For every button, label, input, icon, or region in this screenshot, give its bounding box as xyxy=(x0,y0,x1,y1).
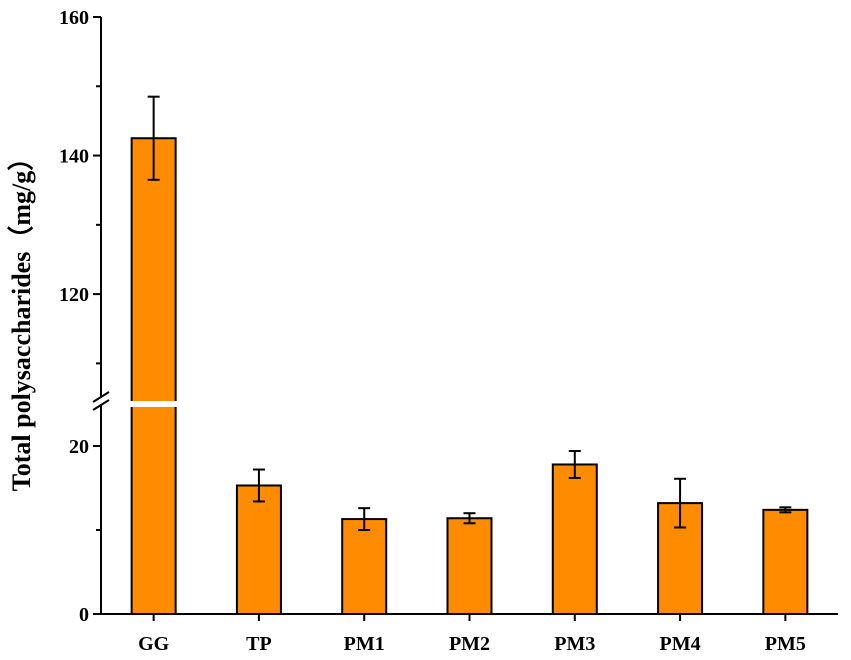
x-tick-label-pm4: PM4 xyxy=(660,633,701,655)
y-tick-label: 0 xyxy=(79,604,89,626)
bar-tp xyxy=(235,484,282,616)
axis-break-gap xyxy=(103,401,219,407)
error-bar-pm5 xyxy=(779,506,792,514)
y-axis-title: Total polysaccharides（mg/g） xyxy=(7,145,36,491)
y-tick-label: 140 xyxy=(59,146,89,168)
error-bar-tp xyxy=(252,468,265,503)
y-tick-label: 120 xyxy=(59,284,89,306)
bar-pm3 xyxy=(551,463,598,616)
x-tick-label-pm1: PM1 xyxy=(344,633,385,655)
error-bar-gg xyxy=(147,95,160,181)
x-axis: GG TP PM1 PM2 PM3 PM4 PM5 xyxy=(101,613,838,655)
bar-pm5 xyxy=(762,508,809,615)
axis-break-mark xyxy=(92,391,110,411)
y-axis: 0 20 120 140 160 xyxy=(59,7,110,626)
x-tick-label-pm5: PM5 xyxy=(765,633,806,655)
x-tick-label-pm3: PM3 xyxy=(554,633,595,655)
plot-area xyxy=(103,95,809,616)
bar-pm1 xyxy=(341,518,388,616)
bar-pm2 xyxy=(446,517,493,615)
error-bar-pm3 xyxy=(568,450,581,479)
y-tick-label: 160 xyxy=(59,7,89,29)
error-bar-pm1 xyxy=(358,507,371,531)
x-tick-label-tp: TP xyxy=(246,633,272,655)
x-tick-label-gg: GG xyxy=(138,633,170,655)
bar-gg xyxy=(130,137,177,616)
error-bar-pm4 xyxy=(674,477,687,529)
y-tick-label: 20 xyxy=(69,436,89,458)
x-tick-label-pm2: PM2 xyxy=(449,633,490,655)
error-bar-pm2 xyxy=(463,512,476,525)
